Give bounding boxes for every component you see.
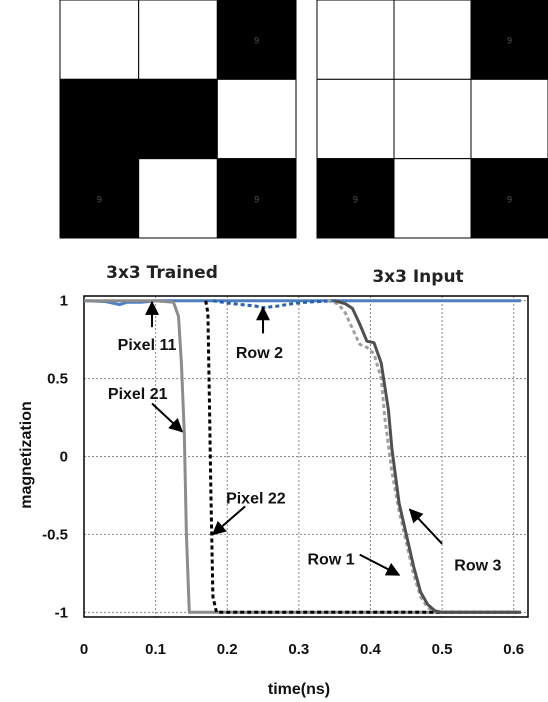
x-tick-label: 0.6 (503, 641, 524, 658)
pattern-cell (393, 78, 472, 160)
x-tick-labels: 0 0.1 0.2 0.3 0.4 0.5 0.6 (80, 641, 524, 658)
x-axis-label: time(ns) (268, 681, 330, 698)
cell-number: 9 (254, 194, 259, 204)
annotation-arrow (151, 402, 184, 433)
cell-number: 9 (507, 36, 512, 46)
cell-number: 9 (254, 36, 259, 46)
pattern-cell (393, 158, 472, 239)
y-tick-label: 0 (60, 449, 68, 466)
y-tick-label: -0.5 (42, 526, 68, 543)
annotation-label: Pixel 21 (108, 386, 168, 403)
x-tick-label: 0 (80, 641, 88, 658)
pattern-cell (470, 158, 548, 239)
pattern-cell (316, 0, 395, 80)
cell-number: 9 (97, 194, 102, 204)
x-tick-label: 0.1 (145, 641, 166, 658)
x-tick-label: 0.3 (288, 641, 309, 658)
magnetization-plot: 0 0.1 0.2 0.3 0.4 0.5 0.6 1 0.5 0 -0.5 -1 Pixel 11… (42, 293, 529, 658)
pattern-cell (216, 0, 297, 80)
annotation-arrow (359, 553, 401, 576)
y-tick-label: 0.5 (47, 371, 68, 388)
x-tick-label: 0.2 (217, 641, 238, 658)
pattern-cell (138, 158, 218, 239)
plot-frame (83, 295, 529, 618)
cell-number: 9 (353, 194, 358, 204)
pattern-cell (59, 158, 140, 239)
annotation-label: Row 1 (308, 551, 355, 568)
series-row-3 (334, 299, 521, 614)
pattern-cell (316, 78, 395, 160)
x-tick-label: 0.5 (432, 641, 453, 658)
y-tick-labels: 1 0.5 0 -0.5 -1 (42, 293, 68, 622)
x-tick-label: 0.4 (360, 641, 382, 658)
pattern-cell (138, 78, 218, 160)
series-lines (83, 299, 521, 614)
pattern-cell (216, 78, 297, 160)
annotation-label: Pixel 22 (226, 491, 286, 508)
trained-pattern-grid: 9 9 9 (59, 0, 297, 239)
pattern-cell (216, 158, 297, 239)
annotation-label: Pixel 11 (118, 337, 177, 354)
pattern-cell (138, 0, 218, 80)
y-tick-label: -1 (55, 604, 68, 621)
annotation-arrow (211, 505, 246, 536)
pattern-cell (316, 158, 395, 239)
annotation-label: Row 2 (236, 345, 283, 362)
annotation-label: Row 3 (454, 558, 501, 575)
series-pixel-21 (84, 299, 521, 614)
pattern-cell (59, 78, 140, 160)
trained-grid-title: 3x3 Trained (106, 263, 218, 283)
annotation-arrow (408, 508, 443, 545)
pattern-cell (470, 0, 548, 80)
series-row-2 (212, 299, 335, 310)
cell-number: 9 (507, 194, 512, 204)
annotations: Pixel 11 Row 2 Pixel 21 Pixel 22 Row 1 Row 3 (108, 300, 502, 576)
y-axis-label: magnetization (18, 401, 35, 509)
input-grid-title: 3x3 Input (372, 267, 463, 287)
pattern-cell (470, 78, 548, 160)
y-tick-label: 1 (60, 293, 68, 310)
pattern-cell (393, 0, 472, 80)
series-pixel-22 (204, 300, 521, 614)
pattern-cell (59, 0, 140, 80)
input-pattern-grid: 9 9 9 (316, 0, 548, 239)
